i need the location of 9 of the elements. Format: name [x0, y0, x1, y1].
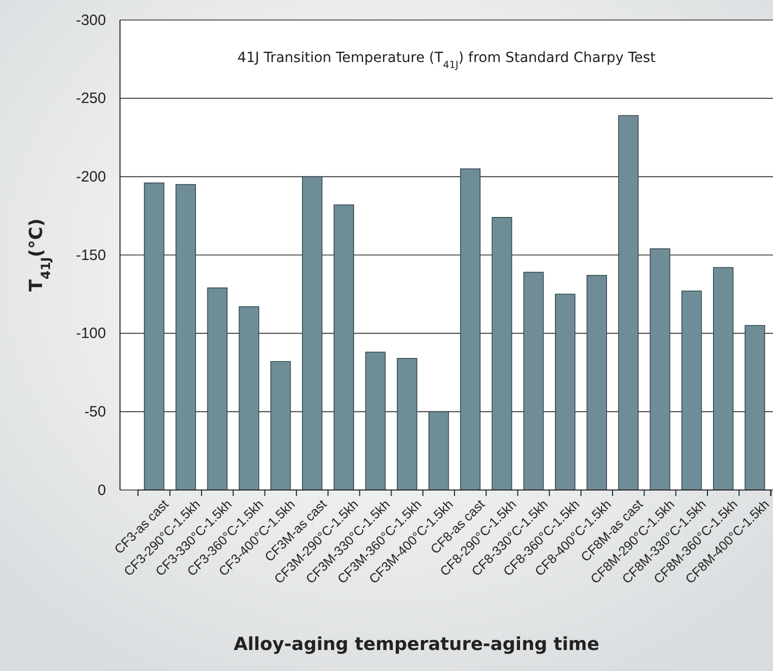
x-axis-title: Alloy-aging temperature-aging time	[234, 634, 600, 655]
text: 41J Transition Temperature (T$_{41J}$) from Standard Charpy Test	[237, 50, 656, 70]
y-tick-label: -250	[76, 90, 106, 108]
y-tick-label: -100	[76, 325, 106, 342]
y-tick-label: -150	[76, 246, 106, 264]
y-tick-label: -200	[76, 168, 106, 186]
y-tick-label: -300	[76, 12, 106, 29]
y-tick-label: 0	[98, 482, 106, 499]
y-tick-label: -50	[84, 403, 106, 420]
